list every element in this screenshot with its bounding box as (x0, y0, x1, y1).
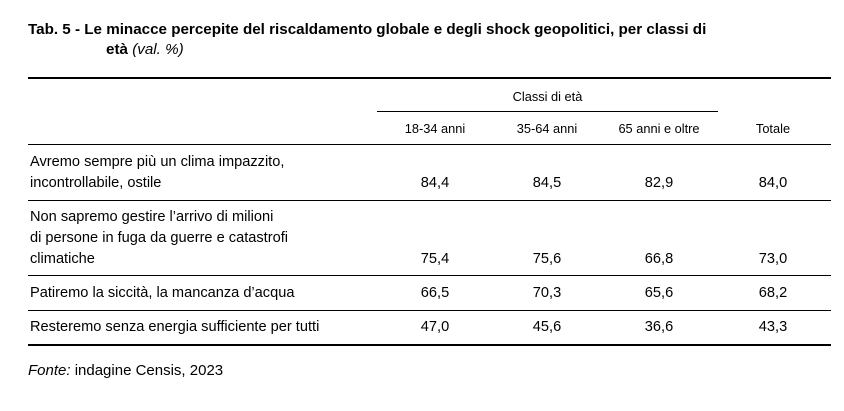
bottom-rule (28, 344, 831, 346)
row-label-line: di persone in fuga da guerre e catastrof… (30, 230, 288, 246)
table-cell: 43,3 (758, 319, 788, 335)
table-cell: 36,6 (644, 319, 674, 335)
row-divider-3 (28, 310, 831, 311)
row-label-line: Non sapremo gestire l’arrivo di milioni (30, 209, 274, 225)
table-cell: 82,9 (644, 175, 674, 191)
row-label-line: Patiremo la siccità, la mancanza d’acqua (30, 285, 295, 301)
table-cell: 75,4 (420, 251, 450, 267)
table-cell: 75,6 (532, 251, 562, 267)
row-label-line: Resteremo senza energia sufficiente per … (30, 319, 320, 335)
table-cell: 73,0 (758, 251, 788, 267)
table-cell: 84,0 (758, 175, 788, 191)
column-header: 35-64 anni (516, 121, 578, 136)
column-header: 18-34 anni (404, 121, 466, 136)
table-title-line2: età (val. %) (28, 40, 838, 60)
group-header-rule (377, 111, 718, 112)
column-header: 65 anni e oltre (618, 121, 700, 136)
table-cell: 70,3 (532, 285, 562, 301)
row-label-line: incontrollabile, ostile (30, 175, 162, 191)
title-bold-word: età (106, 41, 128, 58)
header-bottom-rule (28, 144, 831, 145)
source-label: Fonte: (28, 362, 71, 379)
title-unit: (val. %) (132, 41, 184, 58)
source-note: Fonte: indagine Censis, 2023 (28, 361, 223, 381)
table-cell: 66,5 (420, 285, 450, 301)
table-title-line1: Tab. 5 - Le minacce percepite del riscal… (28, 21, 707, 38)
table-cell: 66,8 (644, 251, 674, 267)
column-header: Totale (755, 121, 791, 136)
table-cell: 84,4 (420, 175, 450, 191)
group-header: Classi di età (512, 89, 583, 104)
top-rule (28, 77, 831, 79)
table-cell: 45,6 (532, 319, 562, 335)
table-cell: 68,2 (758, 285, 788, 301)
row-label-line: climatiche (30, 251, 95, 267)
table-cell: 84,5 (532, 175, 562, 191)
source-text: indagine Censis, 2023 (70, 362, 224, 379)
table-cell: 65,6 (644, 285, 674, 301)
row-label-line: Avremo sempre più un clima impazzito, (30, 154, 285, 170)
row-divider-2 (28, 275, 831, 276)
table-title: Tab. 5 - Le minacce percepite del riscal… (28, 20, 838, 60)
table-cell: 47,0 (420, 319, 450, 335)
row-divider-1 (28, 200, 831, 201)
